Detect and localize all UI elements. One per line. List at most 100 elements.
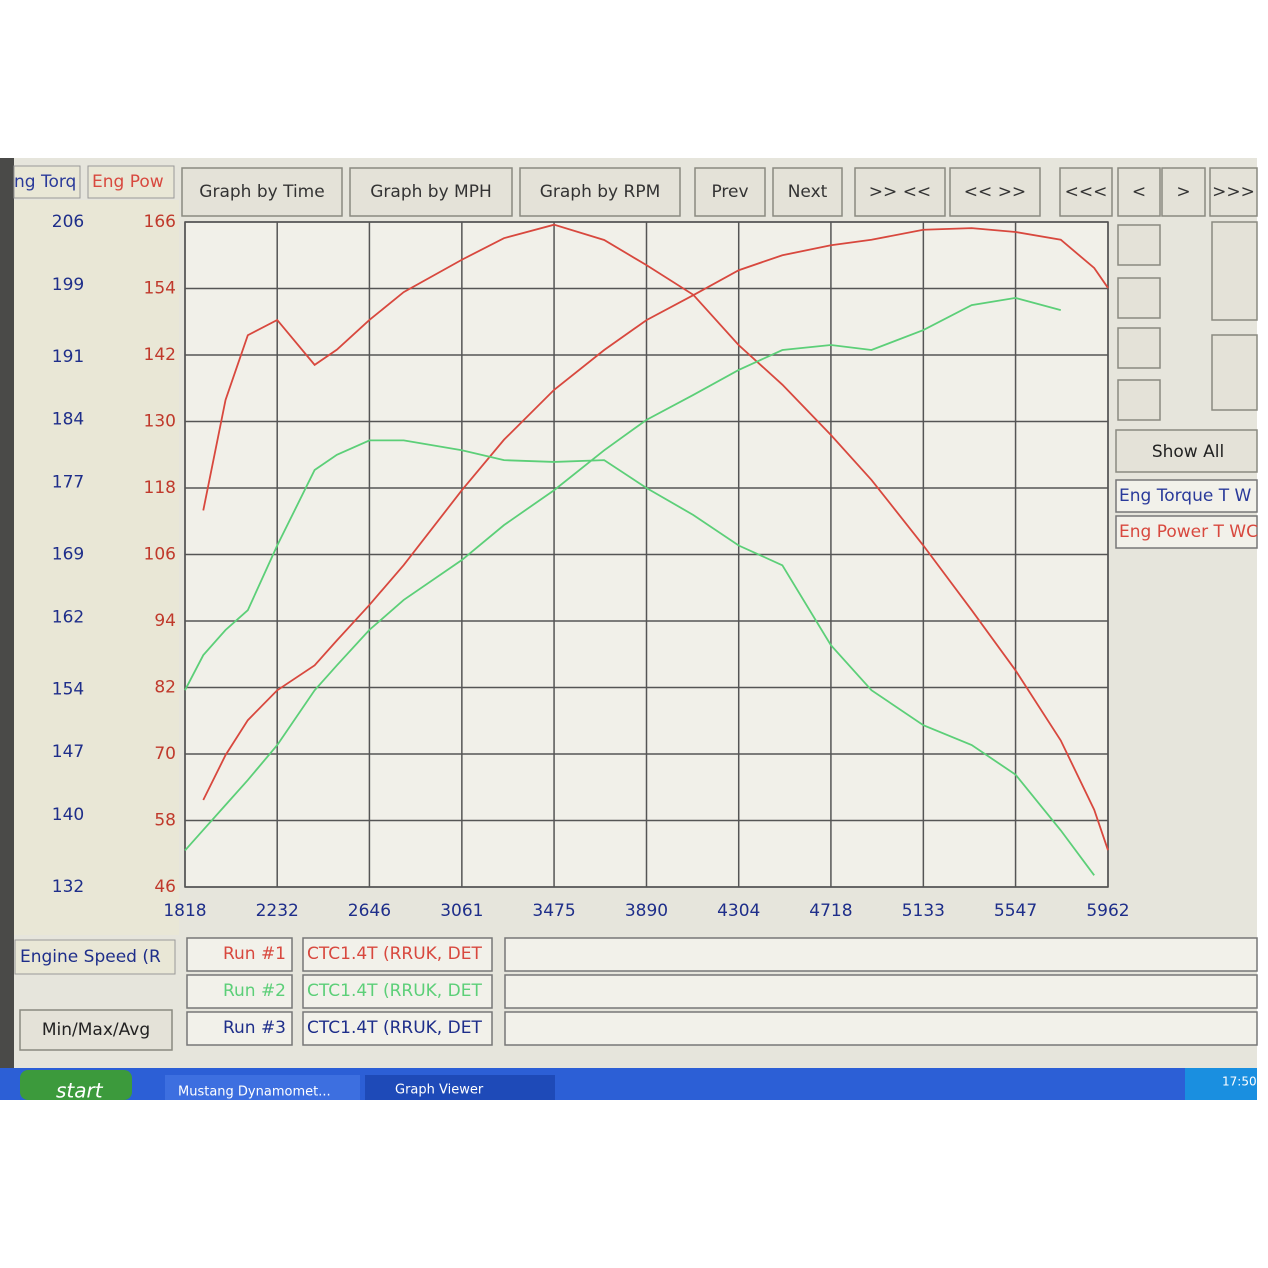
toolbar-label: << >> bbox=[964, 182, 1026, 202]
x-tick-label: 4718 bbox=[809, 901, 852, 921]
scroll-button[interactable] bbox=[1117, 327, 1161, 369]
toolbar-label: <<< bbox=[1065, 182, 1108, 202]
y-tick-label: 132 bbox=[52, 877, 84, 897]
y2-tick-label: 142 bbox=[144, 345, 176, 365]
toolbar-label: Prev bbox=[711, 182, 748, 202]
y2-tick-label: 130 bbox=[144, 412, 176, 432]
toolbar-button[interactable] bbox=[694, 167, 766, 217]
scroll-button[interactable] bbox=[1211, 221, 1258, 321]
run-name: CTC1.4T (RRUK, DET bbox=[307, 1018, 482, 1038]
scroll-button[interactable] bbox=[1117, 379, 1161, 421]
toolbar-button[interactable] bbox=[772, 167, 843, 217]
toolbar-button[interactable] bbox=[519, 167, 681, 217]
run-label-box bbox=[186, 937, 293, 972]
toolbar-label: Graph by MPH bbox=[370, 182, 492, 202]
scroll-button[interactable] bbox=[1211, 334, 1258, 411]
legend-box[interactable] bbox=[1115, 479, 1258, 513]
start-label: start bbox=[56, 1079, 104, 1103]
y2-tick-label: 94 bbox=[154, 611, 176, 631]
x-tick-label: 5133 bbox=[902, 901, 945, 921]
run-name-box bbox=[302, 974, 493, 1009]
x-axis-name-box bbox=[14, 939, 176, 975]
toolbar-button[interactable] bbox=[1209, 167, 1258, 217]
run-name-box bbox=[302, 1011, 493, 1046]
x-tick-label: 4304 bbox=[717, 901, 760, 921]
axis-header: ng Torq bbox=[14, 172, 76, 192]
toolbar-label: Next bbox=[788, 182, 828, 202]
task-label: Mustang Dynamomet... bbox=[178, 1085, 331, 1100]
x-tick-label: 2232 bbox=[256, 901, 299, 921]
toolbar-button[interactable] bbox=[1161, 167, 1206, 217]
toolbar-button[interactable] bbox=[1117, 167, 1161, 217]
axis-panel bbox=[14, 200, 179, 935]
y-tick-label: 169 bbox=[52, 545, 84, 565]
line bbox=[202, 227, 1109, 801]
y-tick-label: 140 bbox=[52, 805, 84, 825]
x-tick-label: 1818 bbox=[163, 901, 206, 921]
toolbar-label: Graph by RPM bbox=[540, 182, 661, 202]
y-tick-label: 199 bbox=[52, 275, 84, 295]
x-tick-label: 5547 bbox=[994, 901, 1037, 921]
scroll-button[interactable] bbox=[1117, 277, 1161, 319]
toolbar-button[interactable] bbox=[1059, 167, 1113, 217]
legend-box[interactable] bbox=[1115, 515, 1258, 549]
y2-tick-label: 118 bbox=[144, 478, 176, 498]
toolbar-button[interactable] bbox=[349, 167, 513, 217]
y-tick-label: 177 bbox=[52, 473, 84, 493]
run-label: Run #2 bbox=[223, 981, 286, 1001]
tray bbox=[1185, 1068, 1257, 1100]
run-label: Run #1 bbox=[223, 944, 286, 964]
toolbar-label: < bbox=[1132, 182, 1146, 202]
run-detail-box bbox=[504, 974, 1258, 1009]
y2-tick-label: 166 bbox=[144, 212, 176, 232]
toolbar-button[interactable] bbox=[949, 167, 1041, 217]
axis-header: Eng Pow bbox=[92, 172, 164, 192]
y-tick-label: 154 bbox=[52, 679, 84, 699]
toolbar-label: > bbox=[1176, 182, 1190, 202]
task-button[interactable] bbox=[365, 1075, 555, 1100]
y-tick-label: 191 bbox=[52, 347, 84, 367]
start-button[interactable] bbox=[20, 1070, 132, 1100]
x-axis-name: Engine Speed (R bbox=[20, 947, 161, 967]
x-tick-label: 2646 bbox=[348, 901, 391, 921]
x-tick-label: 3061 bbox=[440, 901, 483, 921]
line bbox=[202, 223, 1109, 851]
toolbar-button[interactable] bbox=[181, 167, 343, 217]
min-max-avg-button[interactable] bbox=[19, 1009, 173, 1051]
y-tick-label: 206 bbox=[52, 212, 84, 232]
y2-tick-label: 70 bbox=[154, 744, 176, 764]
y-tick-label: 147 bbox=[52, 742, 84, 762]
y2-tick-label: 154 bbox=[144, 279, 176, 299]
y2-tick-label: 46 bbox=[154, 877, 176, 897]
run-name: CTC1.4T (RRUK, DET bbox=[307, 981, 482, 1001]
run-name: CTC1.4T (RRUK, DET bbox=[307, 944, 482, 964]
show-all-label: Show All bbox=[1152, 442, 1224, 462]
clock: 17:50 bbox=[1222, 1075, 1257, 1089]
line bbox=[184, 297, 1062, 852]
toolbar-label: Graph by Time bbox=[199, 182, 324, 202]
run-detail-box bbox=[504, 937, 1258, 972]
toolbar-button[interactable] bbox=[854, 167, 946, 217]
y2-tick-label: 82 bbox=[154, 678, 176, 698]
y2-tick-label: 58 bbox=[154, 811, 176, 831]
toolbar-label: >>> bbox=[1212, 182, 1255, 202]
task-button[interactable] bbox=[165, 1075, 360, 1100]
show-all-button[interactable] bbox=[1115, 429, 1258, 473]
x-tick-label: 3890 bbox=[625, 901, 668, 921]
run-label: Run #3 bbox=[223, 1018, 286, 1038]
legend-label: Eng Power T WC bbox=[1119, 522, 1258, 542]
axis-header-box bbox=[13, 165, 81, 199]
legend-label: Eng Torque T W bbox=[1119, 486, 1252, 506]
run-name-box bbox=[302, 937, 493, 972]
y2-tick-label: 106 bbox=[144, 545, 176, 565]
scroll-button[interactable] bbox=[1117, 224, 1161, 266]
run-label-box bbox=[186, 974, 293, 1009]
task-label: Graph Viewer bbox=[395, 1083, 484, 1098]
run-label-box bbox=[186, 1011, 293, 1046]
x-tick-label: 3475 bbox=[532, 901, 575, 921]
bezel bbox=[0, 158, 14, 1100]
y-tick-label: 184 bbox=[52, 410, 84, 430]
line bbox=[184, 439, 1095, 876]
